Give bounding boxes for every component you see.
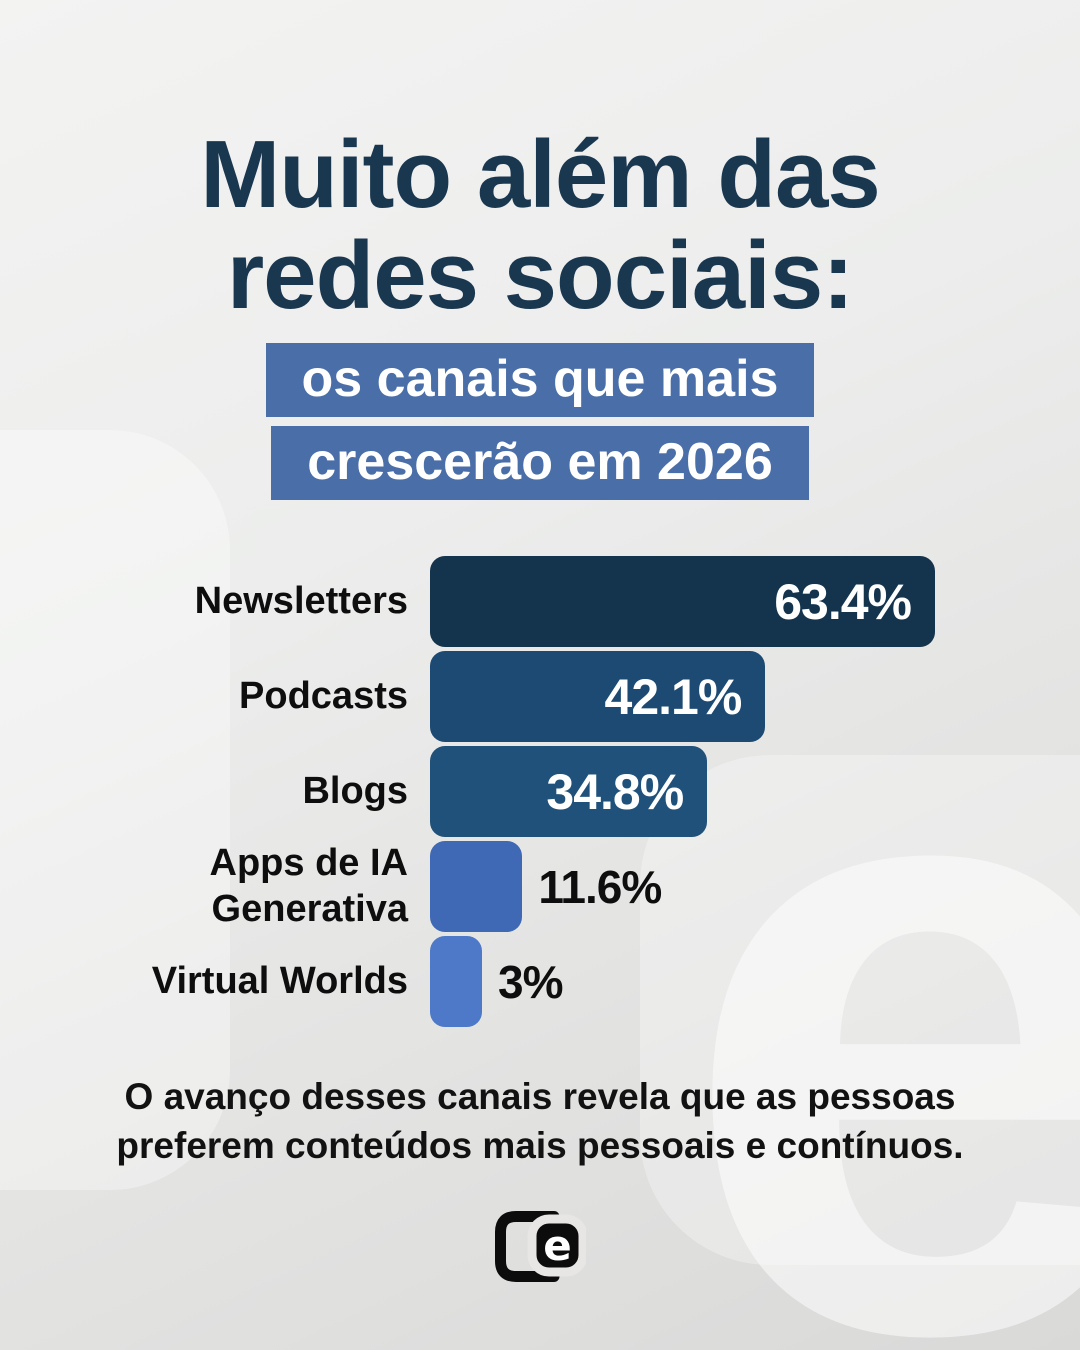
logo-square xyxy=(527,1214,588,1277)
chart-row: Podcasts 42.1% xyxy=(90,651,1010,742)
bracket-icon xyxy=(495,1211,560,1282)
bar-value-label: 42.1% xyxy=(604,668,743,725)
bar-value-label: 63.4% xyxy=(774,573,912,630)
bar xyxy=(430,936,482,1027)
subtitle-highlight-1: os canais que mais xyxy=(265,343,815,417)
bar: 63.4% xyxy=(430,556,935,647)
bar-category-label: Podcasts xyxy=(239,674,408,717)
bar-category-label: Blogs xyxy=(302,769,408,812)
page-title: Muito além das redes sociais: xyxy=(0,124,1080,326)
chart-row: Apps de IA Generativa 11.6% xyxy=(90,841,1010,932)
logo-letter: e xyxy=(543,1221,572,1270)
bar-chart: Newsletters 63.4% Podcasts 42.1% Blogs 34.8% A… xyxy=(90,556,1010,1031)
brand-logo-graphic: e xyxy=(495,1211,588,1282)
bar-track: 42.1% xyxy=(430,651,1010,742)
bar-category-label: Virtual Worlds xyxy=(151,959,408,1002)
subtitle: os canais que mais crescerão em 2026 xyxy=(0,343,1080,500)
background-rounded-shape xyxy=(0,430,230,1190)
chart-row: Newsletters 63.4% xyxy=(90,556,1010,647)
bar-track: 11.6% xyxy=(430,841,1010,932)
brand-logo: e xyxy=(494,1210,588,1284)
page-title-line-1: Muito além das xyxy=(200,121,880,228)
chart-row: Virtual Worlds 3% xyxy=(90,936,1010,1027)
bar-value-label: 11.6% xyxy=(538,860,662,913)
page-title-line-2: redes sociais: xyxy=(226,222,854,329)
subtitle-highlight-2: crescerão em 2026 xyxy=(271,426,809,500)
background-logo-square-watermark xyxy=(640,755,1080,1265)
chart-row: Blogs 34.8% xyxy=(90,746,1010,837)
bar-value-label: 3% xyxy=(498,955,563,1008)
bar-track: 63.4% xyxy=(430,556,1010,647)
bar: 42.1% xyxy=(430,651,766,742)
bar-track: 34.8% xyxy=(430,746,1010,837)
bar-category-label: Newsletters xyxy=(194,579,408,622)
footer-note: O avanço desses canais revela que as pes… xyxy=(116,1076,964,1166)
bar-track: 3% xyxy=(430,936,1010,1027)
bar-category-label: Apps de IA Generativa xyxy=(209,841,408,930)
bar xyxy=(430,841,523,932)
bar: 34.8% xyxy=(430,746,708,837)
bar-value-label: 34.8% xyxy=(546,763,684,820)
